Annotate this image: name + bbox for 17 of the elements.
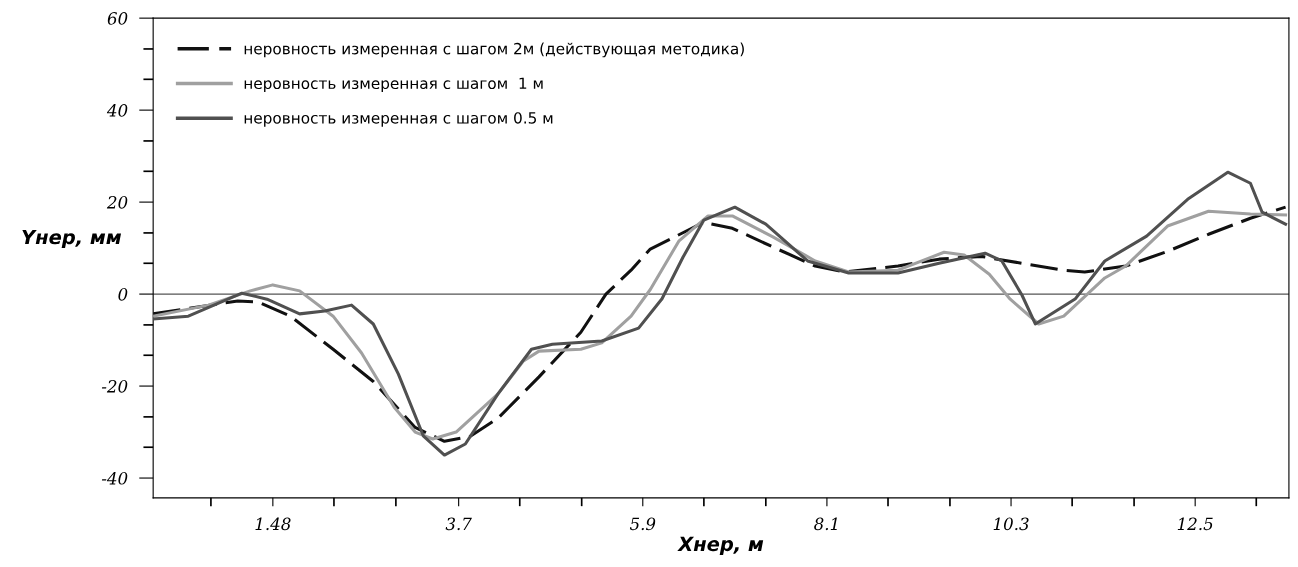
x-tick-label: 10.3 xyxy=(993,517,1029,531)
legend-label: неровность измеренная с шагом 1 м xyxy=(244,77,543,93)
y-tick-label: 40 xyxy=(106,104,128,117)
y-tick-label: 20 xyxy=(106,196,128,209)
x-tick-label: 8.1 xyxy=(814,517,837,531)
x-tick-label: 12.5 xyxy=(1177,517,1213,531)
x-tick-label: 3.7 xyxy=(445,517,472,531)
y-tick-label: 60 xyxy=(107,12,128,25)
y-tick-label: -40 xyxy=(101,472,128,485)
y-axis-title: Yнер, мм xyxy=(22,229,122,249)
y-tick-label: 0 xyxy=(118,288,128,301)
x-tick-label: 5.9 xyxy=(629,517,656,531)
y-tick-label: -20 xyxy=(101,380,128,393)
x-tick-label: 1.48 xyxy=(255,517,291,531)
legend-label: неровность измеренная с шагом 0.5 м xyxy=(244,112,553,127)
x-axis-title: Xнер, м xyxy=(677,536,764,555)
legend-label: неровность измеренная с шагом 2м (действующая методика) xyxy=(244,42,744,58)
